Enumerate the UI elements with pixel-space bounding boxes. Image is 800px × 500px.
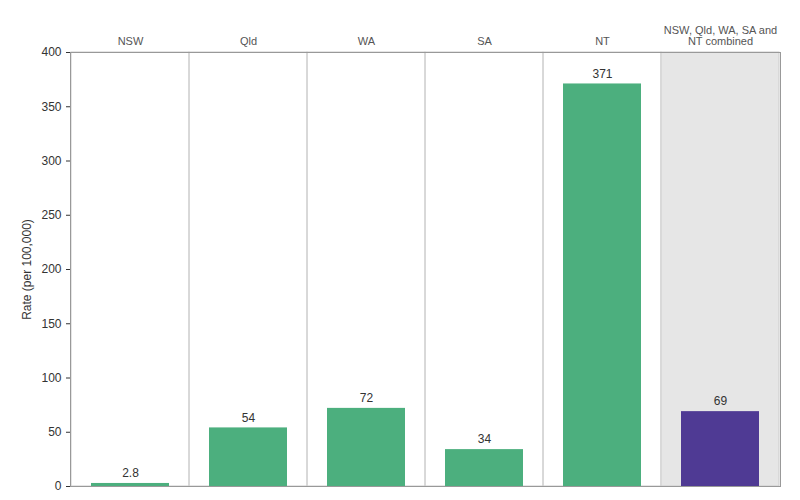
svg-text:250: 250 xyxy=(41,208,61,222)
svg-text:400: 400 xyxy=(41,45,61,59)
svg-text:NT: NT xyxy=(595,35,610,47)
svg-text:200: 200 xyxy=(41,262,61,276)
svg-text:NSW: NSW xyxy=(118,35,144,47)
svg-text:34: 34 xyxy=(478,432,492,446)
svg-text:2.8: 2.8 xyxy=(122,466,139,480)
svg-text:WA: WA xyxy=(358,35,376,47)
svg-text:NSW, Qld, WA, SA andNT combine: NSW, Qld, WA, SA andNT combined xyxy=(664,24,777,47)
svg-text:50: 50 xyxy=(48,425,62,439)
svg-text:0: 0 xyxy=(55,479,62,493)
svg-text:69: 69 xyxy=(714,394,728,408)
svg-text:54: 54 xyxy=(242,411,256,425)
svg-text:SA: SA xyxy=(477,35,492,47)
svg-text:300: 300 xyxy=(41,154,61,168)
svg-text:371: 371 xyxy=(592,67,612,81)
svg-text:Qld: Qld xyxy=(240,35,257,47)
svg-text:100: 100 xyxy=(41,371,61,385)
svg-text:350: 350 xyxy=(41,100,61,114)
svg-text:Rate (per 100,000): Rate (per 100,000) xyxy=(20,219,34,320)
svg-text:72: 72 xyxy=(360,391,374,405)
svg-text:150: 150 xyxy=(41,317,61,331)
